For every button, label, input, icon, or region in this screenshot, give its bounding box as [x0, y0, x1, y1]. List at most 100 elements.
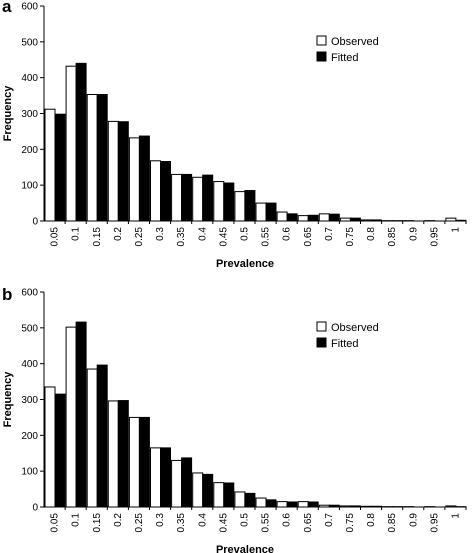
observed-bar: [234, 491, 246, 508]
x-tick-label: 0.6: [282, 227, 293, 241]
x-tick-label: 0.4: [197, 513, 208, 527]
observed-bar: [150, 160, 161, 222]
legend-swatch-observed: [316, 35, 327, 46]
observed-bar: [213, 482, 225, 508]
x-tick-label: 0.75: [345, 513, 356, 533]
y-tick-label: 600: [21, 288, 38, 299]
observed-bar: [150, 447, 161, 508]
observed-bar: [339, 217, 351, 222]
y-tick-label: 400: [21, 359, 38, 370]
legend-label-observed: Observed: [331, 36, 379, 48]
legend-swatch-observed: [316, 321, 327, 332]
x-tick-label: 0.2: [113, 227, 124, 241]
legend-swatch-fitted: [316, 51, 327, 62]
x-tick-label: 0.1: [71, 227, 82, 241]
x-tick-label: 0.05: [50, 513, 61, 533]
y-tick-label: 500: [21, 37, 38, 48]
observed-bar: [107, 400, 119, 508]
x-tick-label: 0.85: [387, 513, 398, 533]
x-tick-label: 0.9: [408, 227, 419, 241]
observed-bar: [318, 504, 330, 508]
observed-bar: [44, 386, 56, 508]
x-tick-label: 1: [450, 227, 461, 233]
fitted-bar: [349, 217, 361, 222]
observed-bar: [213, 181, 225, 222]
observed-bar: [65, 65, 77, 222]
x-tick-label: 0.8: [366, 227, 377, 241]
observed-bar: [171, 459, 183, 508]
fitted-bar: [371, 219, 382, 222]
y-tick-label: 400: [21, 73, 38, 84]
x-tick-label: 0.35: [176, 513, 187, 533]
x-tick-label: 0.7: [324, 227, 335, 241]
y-axis-title: Frequency: [2, 371, 14, 428]
observed-bar: [192, 472, 204, 508]
observed-bar: [276, 501, 288, 508]
fitted-bar: [117, 400, 129, 508]
x-tick-label: 0.45: [218, 227, 229, 247]
chart-panel-b: b 0 100 200 300 400 500 600 Frequency 0.05 0.1 0.15…: [2, 285, 467, 553]
observed-bar: [128, 416, 140, 508]
x-tick-label: 0.5: [239, 513, 250, 527]
x-tick-label: 0.55: [261, 227, 272, 247]
legend-label-fitted: Fitted: [331, 52, 359, 64]
fitted-bar: [160, 161, 171, 222]
fitted-bar: [286, 501, 298, 508]
observed-bar: [318, 213, 330, 222]
x-tick-label: 0.95: [429, 513, 440, 533]
fitted-bar: [75, 62, 87, 222]
y-tick-label: 0: [32, 503, 38, 514]
observed-bar: [255, 202, 267, 222]
fitted-bar: [371, 505, 382, 508]
fitted-bar: [202, 174, 214, 222]
x-tick-label: 0.3: [155, 227, 166, 241]
y-tick-label: 300: [21, 109, 38, 120]
x-tick-label: 0.6: [282, 513, 293, 527]
x-tick-label: 0.65: [303, 227, 314, 247]
x-tick-label: 0.45: [218, 513, 229, 533]
x-tick-label: 0.5: [239, 227, 250, 241]
panel-label: a: [2, 0, 12, 16]
fitted-bar: [286, 213, 298, 222]
fitted-bar: [223, 182, 235, 222]
observed-bar: [65, 326, 77, 508]
legend-label-observed: Observed: [331, 322, 379, 334]
fitted-bar: [202, 473, 214, 508]
observed-bar: [86, 368, 98, 508]
fitted-bar: [181, 457, 193, 508]
fitted-bar: [223, 482, 235, 508]
observed-bar: [361, 219, 372, 222]
chart-panel-a: a 0 100 200 300 400 500 600 Frequency 0.05 0.1 0.15…: [2, 0, 467, 270]
fitted-bar: [265, 202, 277, 222]
observed-bar: [128, 137, 140, 222]
fitted-bar: [75, 321, 87, 508]
y-tick-label: 0: [32, 217, 38, 228]
fitted-bar: [181, 173, 193, 222]
fitted-bar: [328, 213, 340, 222]
x-tick-label: 0.25: [134, 513, 145, 533]
x-axis-title: Prevalence: [216, 258, 274, 270]
x-tick-label: 0.75: [345, 227, 356, 247]
observed-bar: [339, 505, 351, 508]
y-tick-label: 500: [21, 323, 38, 334]
x-axis-title: Prevalence: [216, 544, 274, 553]
fitted-bar: [349, 505, 361, 508]
x-tick-label: 0.95: [429, 227, 440, 247]
x-tick-label: 1: [450, 513, 461, 519]
panel-label: b: [2, 285, 12, 304]
observed-bar: [297, 501, 309, 508]
x-tick-label: 0.25: [134, 227, 145, 247]
y-tick-label: 200: [21, 431, 38, 442]
fitted-bar: [244, 492, 256, 508]
x-tick-label: 0.15: [92, 513, 103, 533]
y-axis-title: Frequency: [2, 85, 14, 142]
fitted-bar: [54, 393, 66, 508]
x-tick-label: 0.65: [303, 513, 314, 533]
x-tick-label: 0.7: [324, 513, 335, 527]
observed-bar: [297, 215, 309, 222]
observed-bar: [107, 120, 119, 222]
fitted-bar: [307, 501, 319, 508]
y-tick-label: 100: [21, 467, 38, 478]
fitted-bar: [328, 504, 340, 508]
